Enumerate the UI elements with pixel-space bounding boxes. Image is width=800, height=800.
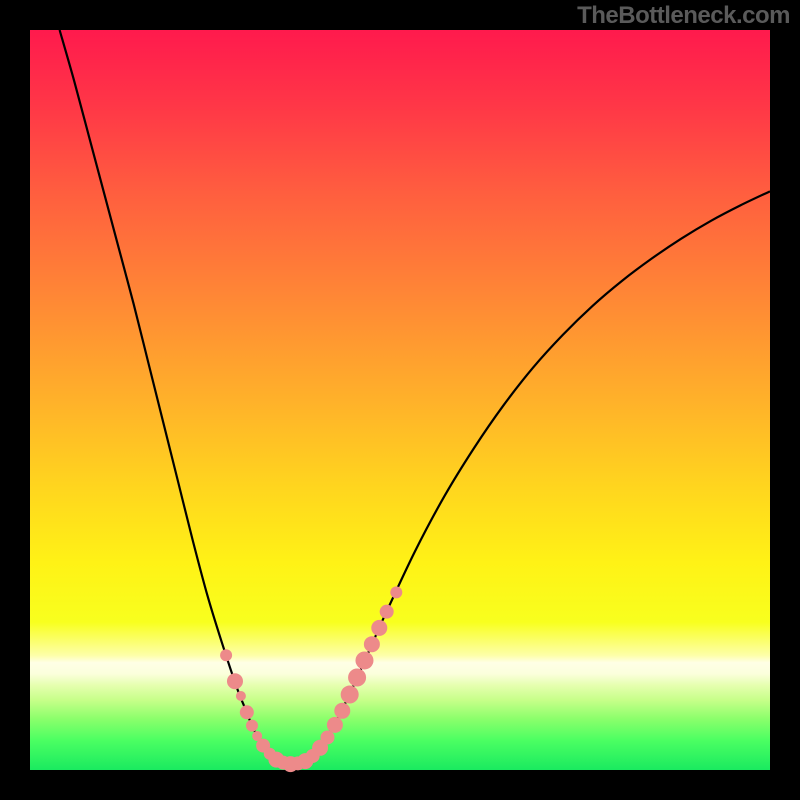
marker-point	[348, 669, 366, 687]
marker-point	[355, 651, 373, 669]
plot-background	[30, 30, 770, 770]
watermark-text: TheBottleneck.com	[577, 2, 790, 30]
marker-point	[341, 686, 359, 704]
marker-point	[334, 703, 350, 719]
chart-root: TheBottleneck.com	[0, 0, 800, 800]
marker-point	[390, 586, 402, 598]
marker-point	[246, 720, 258, 732]
marker-point	[371, 620, 387, 636]
marker-point	[320, 730, 334, 744]
marker-point	[220, 649, 232, 661]
bottleneck-chart	[0, 0, 800, 800]
marker-point	[240, 705, 254, 719]
marker-point	[380, 605, 394, 619]
marker-point	[236, 691, 246, 701]
marker-point	[327, 717, 343, 733]
marker-point	[364, 636, 380, 652]
marker-point	[227, 673, 243, 689]
